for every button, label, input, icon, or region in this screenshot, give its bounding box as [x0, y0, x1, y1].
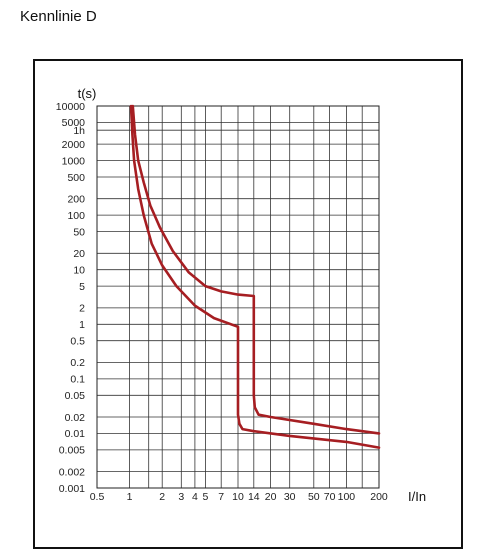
y-tick-label-1: 5000 — [62, 117, 86, 129]
x-tick-label-13: 100 — [338, 491, 356, 503]
x-axis-ticks: 0.5 1 2 3 4 5 7 10 14 20 30 50 70 100 200 — [90, 491, 388, 503]
x-tick-label-5: 5 — [202, 491, 208, 503]
y-tick-label-8: 50 — [73, 226, 85, 238]
y-axis-label: t(s) — [78, 86, 97, 101]
x-tick-label-6: 7 — [218, 491, 224, 503]
x-tick-label-1: 1 — [127, 491, 133, 503]
y-tick-label-12: 2 — [79, 303, 85, 315]
y-tick-label-0: 10000 — [56, 101, 85, 113]
x-tick-label-14: 200 — [370, 491, 388, 503]
y-tick-label-9: 20 — [73, 248, 85, 260]
y-tick-label-21: 0.002 — [59, 466, 85, 478]
x-tick-label-4: 4 — [192, 491, 198, 503]
y-tick-label-13: 1 — [79, 319, 85, 331]
x-tick-label-2: 2 — [159, 491, 165, 503]
x-tick-label-3: 3 — [178, 491, 184, 503]
plot-area-border — [96, 105, 380, 489]
series-line-0 — [131, 104, 381, 435]
y-tick-label-19: 0.01 — [65, 428, 86, 440]
y-tick-label-16: 0.1 — [70, 374, 85, 386]
y-tick-label-4: 1000 — [62, 155, 86, 167]
x-tick-label-9: 20 — [265, 491, 277, 503]
y-tick-label-7: 100 — [67, 210, 85, 222]
x-tick-label-11: 50 — [308, 491, 320, 503]
y-tick-label-10: 10 — [73, 265, 85, 277]
y-tick-label-2: 1h — [73, 125, 85, 137]
y-tick-label-5: 500 — [67, 172, 85, 184]
chart-frame — [33, 59, 463, 549]
x-tick-label-12: 70 — [324, 491, 336, 503]
y-tick-label-6: 200 — [67, 194, 85, 206]
y-tick-label-3: 2000 — [62, 139, 86, 151]
x-axis-label: I/In — [408, 489, 426, 504]
y-tick-label-17: 0.05 — [65, 390, 86, 402]
y-tick-label-15: 0.2 — [70, 357, 85, 369]
series-line-1 — [129, 104, 381, 449]
y-tick-label-14: 0.5 — [70, 336, 85, 348]
x-tick-label-7: 10 — [232, 491, 244, 503]
y-tick-label-11: 5 — [79, 281, 85, 293]
x-tick-label-8: 14 — [248, 491, 260, 503]
y-tick-label-20: 0.005 — [59, 445, 85, 457]
x-tick-label-10: 30 — [284, 491, 296, 503]
x-tick-label-0: 0.5 — [90, 491, 105, 503]
chart-series — [129, 104, 381, 449]
page-title: Kennlinie D — [20, 8, 97, 25]
y-tick-label-22: 0.001 — [59, 483, 85, 495]
y-tick-label-18: 0.02 — [65, 412, 86, 424]
